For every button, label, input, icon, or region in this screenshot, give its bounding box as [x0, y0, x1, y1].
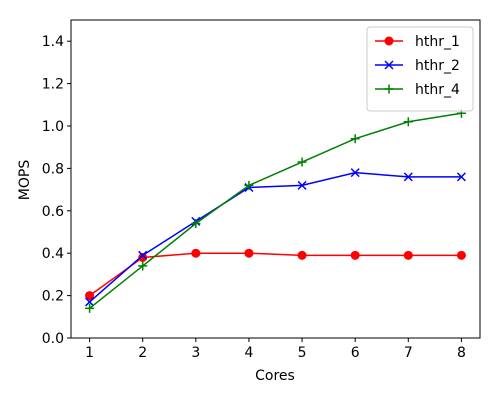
x-tick-label: 4 — [244, 345, 253, 361]
series-line-hthr_2 — [89, 171, 462, 303]
data-point-hthr_2 — [350, 168, 360, 178]
data-point-hthr_2 — [456, 172, 466, 182]
marker-stroke — [456, 172, 466, 182]
series-line-hthr_4 — [89, 112, 462, 309]
marker-stroke — [297, 180, 307, 190]
data-point-hthr_1 — [191, 248, 201, 258]
x-tick-label: 3 — [191, 345, 200, 361]
legend-swatch-marker — [384, 60, 394, 70]
legend-box — [366, 26, 474, 112]
x-tick-label: 8 — [457, 345, 466, 361]
data-point-hthr_1 — [350, 250, 360, 260]
y-tick-label: 1.4 — [42, 34, 64, 50]
legend-label: hthr_2 — [415, 58, 460, 74]
series-line-hthr_1 — [89, 252, 462, 297]
marker-stroke — [384, 60, 394, 70]
data-point-hthr_2 — [297, 180, 307, 190]
data-point-hthr_1 — [85, 291, 95, 301]
legend: hthr_1 hthr_2 hthr_4 — [366, 26, 474, 112]
data-point-hthr_2 — [403, 172, 413, 182]
legend-swatch-marker — [384, 84, 394, 94]
data-point-hthr_4 — [244, 180, 254, 190]
data-point-hthr_2 — [138, 250, 148, 260]
x-tick-label: 2 — [138, 345, 147, 361]
x-tick-label: 7 — [404, 345, 413, 361]
x-tick-label: 1 — [85, 345, 94, 361]
y-tick-label: 0.6 — [42, 204, 64, 220]
legend-label: hthr_4 — [415, 82, 460, 98]
data-point-hthr_4 — [403, 117, 413, 127]
legend-item: hthr_4 — [375, 82, 460, 98]
y-tick-label: 1.2 — [42, 77, 64, 93]
data-point-hthr_4 — [138, 261, 148, 271]
legend-item: hthr_1 — [375, 34, 460, 50]
data-point-hthr_1 — [456, 250, 466, 260]
y-tick-label: 0.0 — [42, 331, 64, 347]
data-point-hthr_4 — [297, 157, 307, 167]
marker-stroke — [138, 250, 148, 260]
marker-stroke — [350, 168, 360, 178]
data-point-hthr_2 — [85, 297, 95, 307]
legend-swatch-marker — [384, 36, 394, 46]
data-point-hthr_1 — [244, 248, 254, 258]
data-point-hthr_4 — [85, 303, 95, 313]
marker-stroke — [403, 172, 413, 182]
data-point-hthr_4 — [350, 134, 360, 144]
y-tick-label: 0.8 — [42, 161, 64, 177]
legend-item: hthr_2 — [375, 58, 460, 74]
data-point-hthr_1 — [403, 250, 413, 260]
y-axis-label: MOPS — [17, 160, 33, 201]
legend-label: hthr_1 — [415, 34, 460, 50]
y-tick-label: 0.2 — [42, 289, 64, 305]
plot-area: 1 2 3 4 5 6 7 8 0.0 0.2 0.4 0.6 0.8 1.0 1.2 1.4 — [42, 19, 481, 361]
marker-stroke — [85, 297, 95, 307]
x-tick-label: 6 — [351, 345, 360, 361]
y-tick-label: 0.4 — [42, 246, 64, 262]
data-point-hthr_4 — [191, 219, 201, 229]
x-tick-label: 5 — [298, 345, 307, 361]
x-axis-label: Cores — [255, 368, 295, 384]
axes-frame — [70, 19, 481, 339]
data-point-hthr_1 — [297, 250, 307, 260]
y-tick-label: 1.0 — [42, 119, 64, 135]
